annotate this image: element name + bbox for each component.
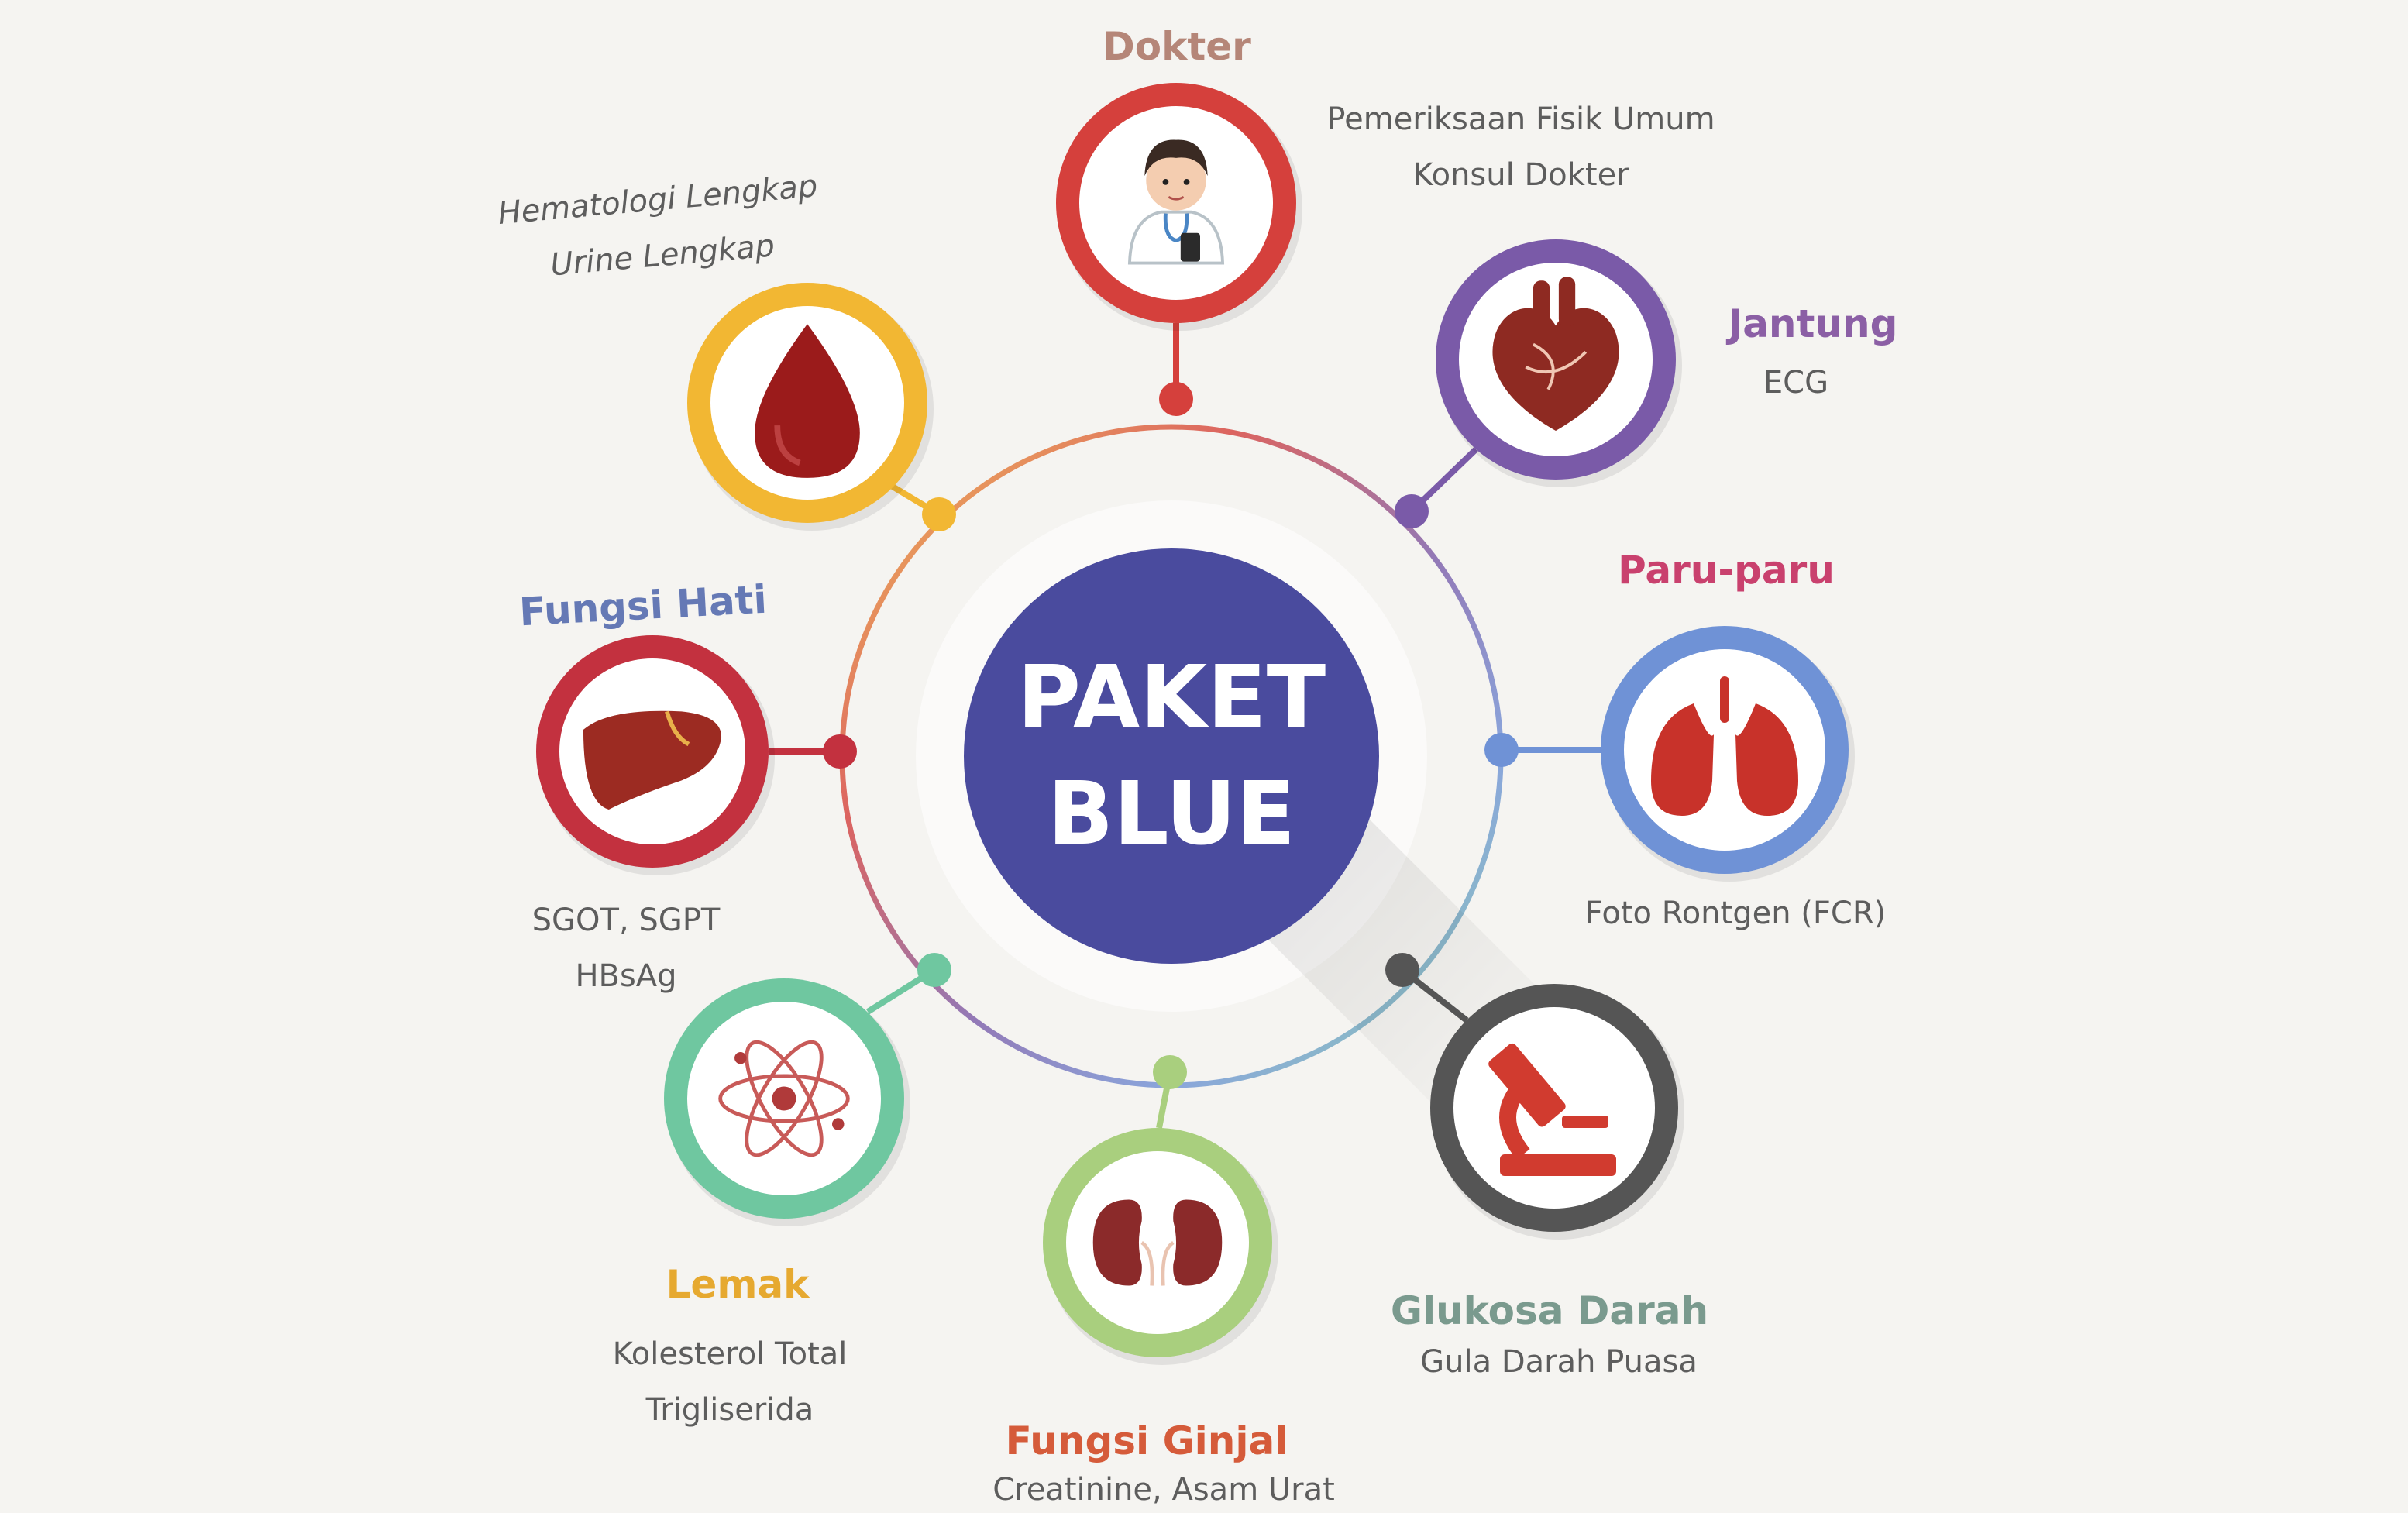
- paru-paru-line-1: Foto Rontgen (FCR): [1584, 896, 1887, 931]
- kidneys-icon: [1092, 1199, 1223, 1286]
- darah-ring-dot: [922, 497, 956, 531]
- blood-drop-icon: [755, 324, 860, 478]
- glukosa-darah-line-1: Gula Darah Puasa: [1420, 1344, 1698, 1380]
- liver-icon: [583, 710, 722, 810]
- dokter-node: [1056, 83, 1302, 416]
- nodes-layer: [536, 83, 1855, 1365]
- paru-paru-ring-dot: [1484, 733, 1519, 767]
- fungsi-ginjal-ring-dot: [1153, 1055, 1187, 1089]
- lemak-ring-dot: [917, 953, 951, 987]
- atom-icon: [718, 1040, 850, 1157]
- glukosa-darah-title: Glukosa Darah: [1390, 1288, 1709, 1333]
- fungsi-ginjal-desc: Creatinine, Asam Urat: [992, 1470, 1335, 1509]
- lungs-icon: [1651, 676, 1798, 816]
- jantung-node: [1395, 239, 1682, 528]
- jantung-ring-dot: [1395, 494, 1429, 528]
- fungsi-ginjal-inner: [1066, 1151, 1249, 1334]
- glukosa-darah-ring-dot: [1385, 953, 1419, 987]
- darah-node: [687, 283, 956, 531]
- center-label: PAKET BLUE: [1017, 640, 1326, 872]
- jantung-line-1: ECG: [1763, 365, 1829, 401]
- fungsi-ginjal-title: Fungsi Ginjal: [1005, 1418, 1288, 1463]
- fungsi-hati-desc: SGOT, SGPT HBsAg: [532, 892, 721, 1004]
- lemak-line-1: Kolesterol Total: [612, 1336, 848, 1372]
- dokter-line-2: Konsul Dokter: [1412, 157, 1629, 193]
- lemak-node: [664, 953, 951, 1226]
- paru-paru-node: [1484, 626, 1855, 882]
- fungsi-hati-line-2: HBsAg: [575, 958, 677, 994]
- microscope-icon: [1488, 1043, 1616, 1176]
- jantung-desc: ECG: [1763, 355, 1828, 411]
- center-line-2: BLUE: [1047, 764, 1296, 865]
- fungsi-hati-node: [536, 635, 857, 875]
- dokter-line-1: Pemeriksaan Fisik Umum: [1326, 101, 1715, 137]
- paru-paru-desc: Foto Rontgen (FCR): [1585, 885, 1886, 941]
- center-line-1: PAKET: [1017, 648, 1326, 748]
- fungsi-hati-line-1: SGOT, SGPT: [531, 903, 721, 938]
- center-circle: [964, 548, 1379, 964]
- dokter-title: Dokter: [1103, 24, 1251, 69]
- lemak-line-2: Trigliserida: [645, 1392, 814, 1428]
- lemak-desc: Kolesterol Total Trigliserida: [613, 1326, 848, 1438]
- glukosa-darah-node: [1385, 953, 1684, 1240]
- jantung-title: Jantung: [1728, 301, 1898, 346]
- fungsi-hati-ring-dot: [823, 734, 857, 769]
- lemak-title: Lemak: [666, 1262, 810, 1307]
- paru-paru-title: Paru-paru: [1618, 548, 1835, 593]
- glukosa-darah-desc: Gula Darah Puasa: [1420, 1334, 1698, 1390]
- fungsi-ginjal-line-1: Creatinine, Asam Urat: [992, 1472, 1335, 1508]
- heart-icon: [1492, 277, 1619, 432]
- dokter-ring-dot: [1159, 382, 1193, 416]
- dokter-desc: Pemeriksaan Fisik Umum Konsul Dokter: [1326, 91, 1715, 203]
- doctor-icon: [1127, 139, 1225, 265]
- fungsi-ginjal-node: [1043, 1055, 1278, 1365]
